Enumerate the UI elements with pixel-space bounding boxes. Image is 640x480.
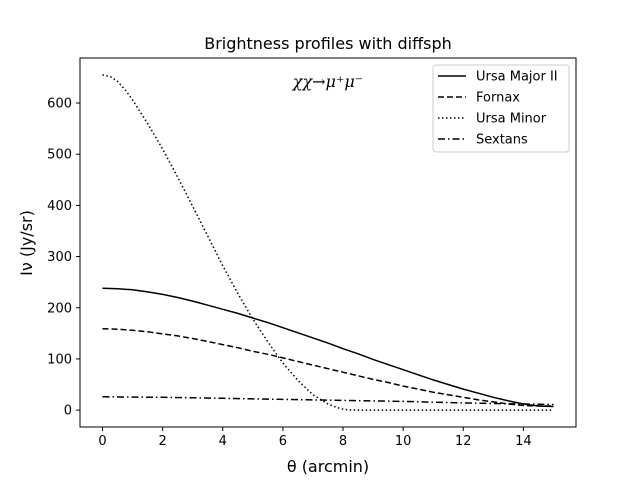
chart-title: Brightness profiles with diffsph bbox=[204, 34, 452, 53]
y-tick-label: 600 bbox=[47, 97, 72, 112]
legend: Ursa Major II Fornax Ursa Minor Sextans bbox=[432, 64, 570, 153]
legend-label-ursa-major-ii: Ursa Major II bbox=[476, 70, 558, 85]
y-tick-label: 100 bbox=[47, 352, 72, 367]
y-tick-label: 200 bbox=[47, 301, 72, 316]
legend-label-sextans: Sextans bbox=[476, 133, 528, 148]
process-annotation: χχ→μ⁺μ⁻ bbox=[292, 72, 363, 91]
x-tick-label: 14 bbox=[515, 434, 532, 449]
y-tick-label: 500 bbox=[47, 148, 72, 163]
y-tick-label: 400 bbox=[47, 199, 72, 214]
x-tick-label: 6 bbox=[279, 434, 287, 449]
series-layer bbox=[102, 74, 554, 411]
x-axis: 0 2 4 6 8 10 12 14 bbox=[98, 427, 532, 449]
y-tick-label: 0 bbox=[64, 404, 72, 419]
x-tick-label: 4 bbox=[219, 434, 227, 449]
series-line-fornax bbox=[102, 327, 554, 407]
x-tick-label: 10 bbox=[395, 434, 412, 449]
series-line-sextans bbox=[102, 396, 554, 406]
x-axis-label: θ (arcmin) bbox=[287, 457, 369, 476]
plot-frame bbox=[79, 57, 577, 428]
x-tick-label: 2 bbox=[159, 434, 167, 449]
legend-label-ursa-minor: Ursa Minor bbox=[476, 112, 547, 127]
series-line-ursa-major-ii bbox=[102, 287, 554, 408]
legend-box bbox=[432, 64, 570, 153]
y-axis: 0 100 200 300 400 500 600 bbox=[47, 97, 80, 419]
legend-label-fornax: Fornax bbox=[476, 91, 520, 106]
x-tick-label: 12 bbox=[455, 434, 472, 449]
y-axis-label: Iν (Jy/sr) bbox=[17, 210, 36, 276]
y-tick-label: 300 bbox=[47, 250, 72, 265]
x-tick-label: 0 bbox=[98, 434, 106, 449]
x-tick-label: 8 bbox=[339, 434, 347, 449]
